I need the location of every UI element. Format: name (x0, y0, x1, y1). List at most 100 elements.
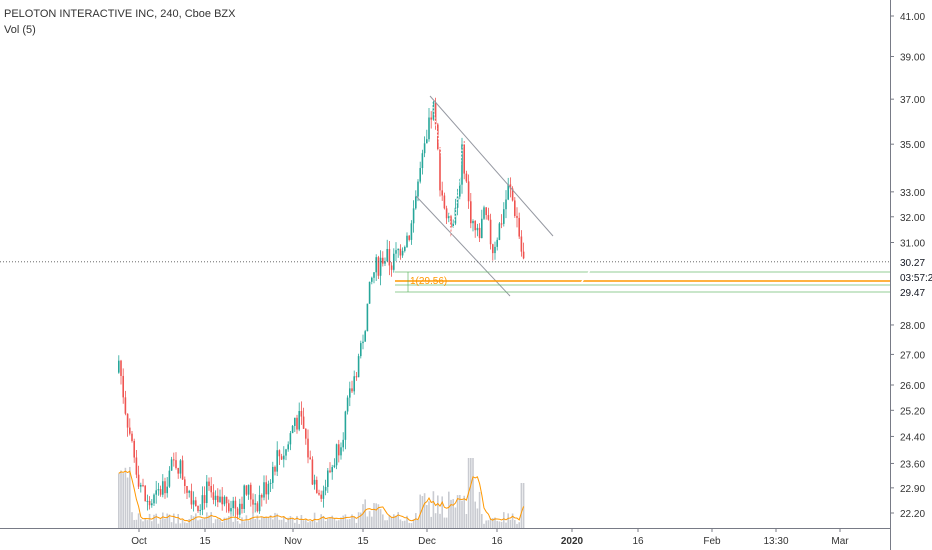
candle-body (408, 235, 410, 240)
candle-body (368, 281, 371, 304)
candle-body (463, 144, 465, 174)
candle-body (467, 181, 470, 202)
candle-body (280, 456, 283, 460)
volume-bar (151, 521, 153, 528)
volume-bar (155, 513, 157, 528)
candle-body (302, 416, 305, 429)
candle-body (465, 173, 468, 182)
volume-bar (133, 520, 135, 528)
candle-body (443, 195, 446, 209)
candle-body (316, 479, 318, 493)
candle-body (283, 455, 285, 460)
volume-bar (274, 512, 276, 528)
volume-bar (463, 495, 465, 528)
symbol-title[interactable]: PELOTON INTERACTIVE INC, 240, Cboe BZX (4, 8, 236, 20)
volume-bar (250, 518, 252, 528)
volume-bar (439, 513, 441, 528)
candle-body (371, 277, 373, 282)
volume-bar (489, 518, 492, 528)
candle-body (195, 500, 197, 506)
candle-body (168, 470, 171, 487)
volume-bar (353, 516, 355, 528)
channel-upper-line (429, 95, 554, 237)
candle-body (520, 236, 523, 252)
candle-body (272, 466, 274, 483)
candle-body (514, 200, 516, 216)
candle-body (349, 388, 351, 398)
candle-body (518, 217, 520, 237)
volume-bar (241, 517, 243, 528)
volume-bar (307, 522, 309, 528)
candle-body (377, 257, 380, 276)
volume-bar (419, 494, 421, 528)
candle-body (492, 244, 494, 254)
candle-body (263, 482, 265, 498)
candle-body (164, 481, 166, 494)
volume-bar (181, 519, 184, 528)
candle-body (494, 246, 496, 254)
volume-bar (140, 519, 142, 528)
candle-body (298, 411, 300, 430)
candle-body (228, 503, 230, 512)
candle-body (401, 250, 404, 256)
volume-bar (432, 491, 435, 528)
volume-bar (199, 519, 201, 528)
volume-bar (267, 517, 270, 528)
volume-indicator-label[interactable]: Vol (5) (4, 24, 36, 36)
candle-body (386, 248, 388, 262)
volume-bar (375, 503, 377, 528)
volume-bar (481, 514, 483, 528)
volume-bar (500, 521, 503, 528)
candle-body (177, 467, 179, 474)
volume-bar (186, 522, 188, 528)
volume-bar (316, 522, 318, 528)
candle-body (390, 265, 393, 270)
volume-bar (384, 520, 386, 528)
volume-bar (203, 518, 206, 528)
projection-arrow-shaft (580, 89, 720, 284)
candle-body (133, 440, 135, 458)
candles (118, 97, 525, 520)
volume-bar (520, 483, 523, 528)
volume-bar (217, 518, 219, 528)
volume-bar (344, 514, 347, 528)
volume-bar (390, 517, 393, 528)
volume-bar (364, 499, 366, 528)
volume-bar (192, 516, 195, 528)
candle-body (395, 250, 397, 254)
volume-bar (357, 512, 360, 528)
volume-bar (280, 519, 283, 528)
candle-body (170, 459, 173, 471)
volume-bar (142, 521, 144, 528)
time-tick-label: 15 (357, 536, 369, 547)
volume-bar (351, 514, 353, 528)
price-tick-label: 37.00 (900, 95, 925, 106)
candle-body (294, 417, 296, 426)
candle-body (338, 444, 340, 456)
candle-body (448, 216, 450, 219)
volume-bar (426, 505, 428, 528)
candle-body (461, 144, 463, 185)
volume-bar (362, 504, 364, 528)
volume-bar (261, 516, 263, 528)
candle-body (516, 215, 518, 218)
volume-bar (278, 519, 281, 528)
volume-bar (285, 522, 287, 528)
volume-bar (309, 521, 311, 528)
candle-body (313, 479, 316, 485)
volume-bar (305, 519, 307, 528)
volume-bar (195, 513, 197, 528)
volume-bar (340, 517, 342, 528)
candle-body (307, 438, 309, 458)
candle-body (258, 494, 261, 512)
candle-body (450, 216, 452, 227)
candle-body (151, 503, 153, 506)
volume-bar (188, 519, 190, 528)
candle-body (203, 495, 206, 504)
price-tick-label: 23.60 (900, 459, 925, 470)
candle-body (364, 331, 366, 342)
candle-body (445, 208, 448, 219)
price-tick-label: 22.90 (900, 484, 925, 495)
candle-body (399, 248, 402, 256)
